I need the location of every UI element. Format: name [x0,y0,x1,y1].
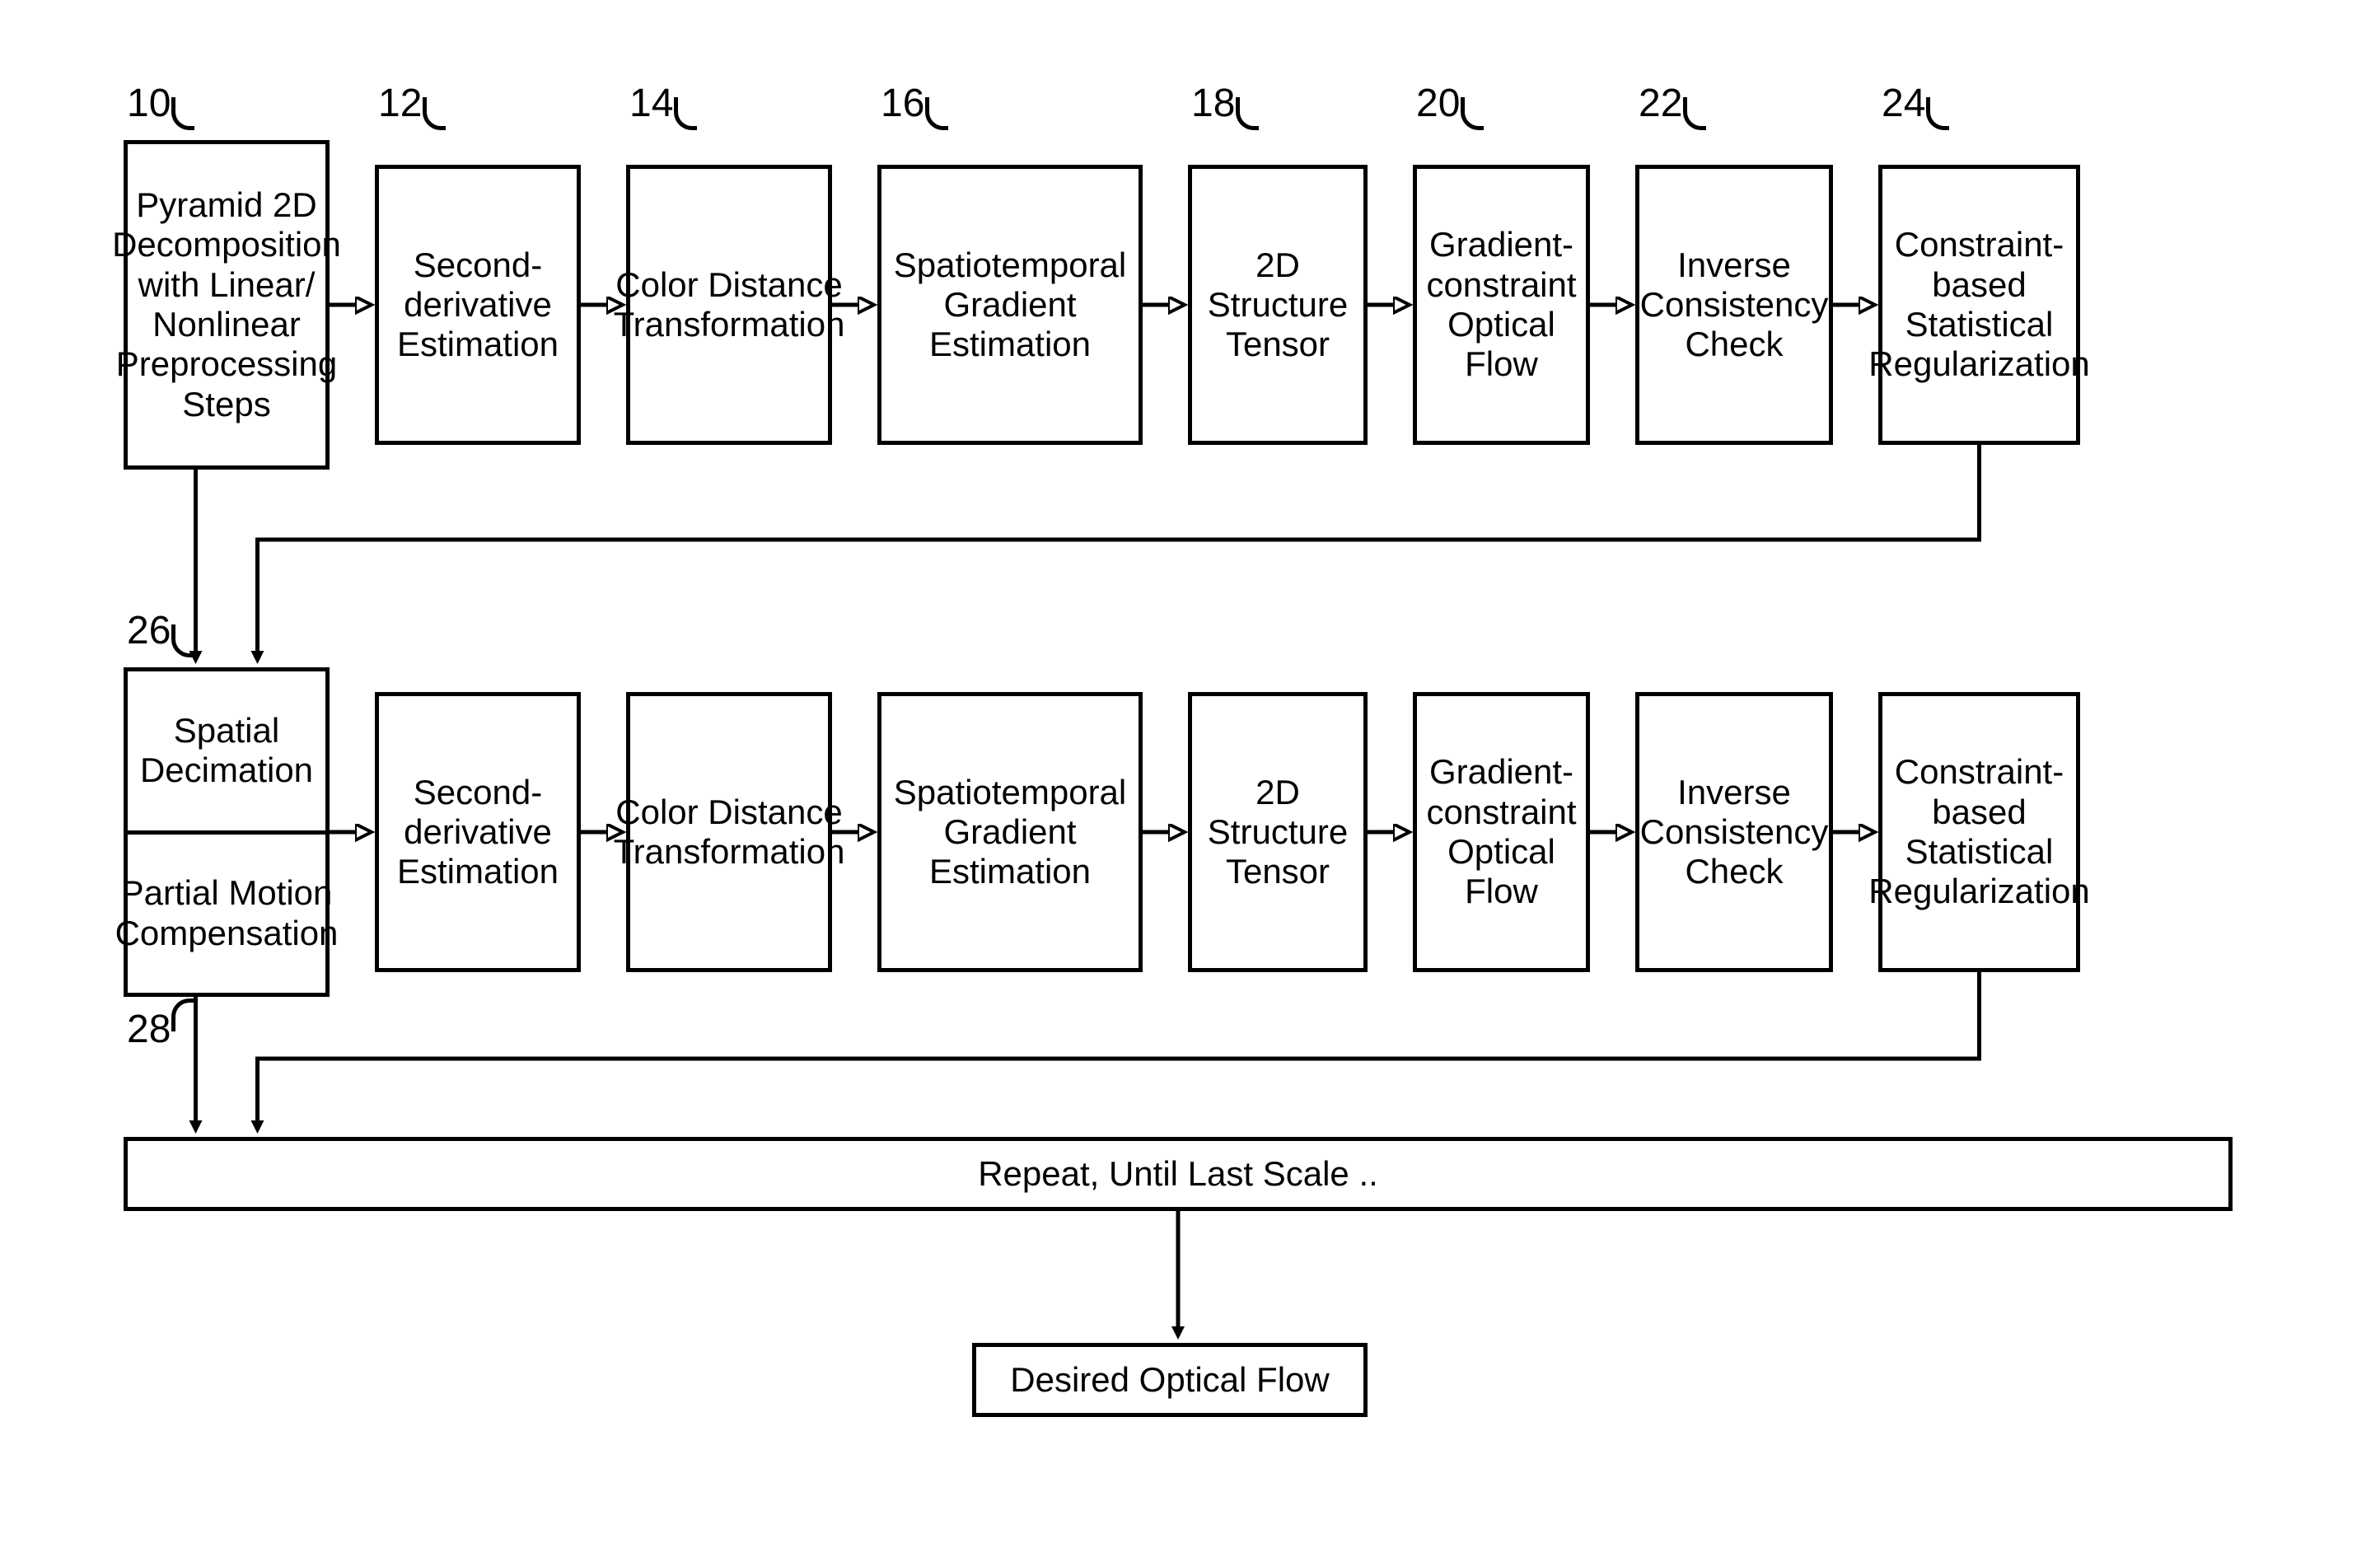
row1-node-5: Gradient-constraint Optical Flow [1413,165,1590,445]
row1-node-7-label: Constraint-based Statistical Regularizat… [1868,225,2089,384]
ref-tick [171,624,194,657]
row2-node-4-label: 2D Structure Tensor [1197,773,1358,892]
ref-label-26: 26 [127,608,171,653]
partial-motion-compensation-label: Partial Motion Compensation [128,835,325,994]
row2-node-4: 2D Structure Tensor [1188,692,1368,972]
ref-label-22: 22 [1639,81,1682,126]
split-node: Spatial DecimationPartial Motion Compens… [124,667,330,997]
row1-node-0: Pyramid 2D Decomposition with Linear/ No… [124,140,330,470]
ref-tick [674,97,697,130]
row1-node-1: Second-derivative Estimation [375,165,581,445]
ref-label-14: 14 [629,81,673,126]
ref-label-24: 24 [1882,81,1925,126]
row1-node-7: Constraint-based Statistical Regularizat… [1878,165,2080,445]
row2-node-6: Inverse Consistency Check [1635,692,1833,972]
row2-node-5: Gradient-constraint Optical Flow [1413,692,1590,972]
ref-label-10: 10 [127,81,171,126]
row2-node-1-label: Second-derivative Estimation [384,773,572,892]
ref-tick [1461,97,1484,130]
row1-node-4-label: 2D Structure Tensor [1197,246,1358,365]
row1-node-3-label: Spatiotemporal Gradient Estimation [886,246,1134,365]
row2-node-3: Spatiotemporal Gradient Estimation [877,692,1143,972]
row1-node-2: Color Distance Transformation [626,165,832,445]
repeat-box: Repeat, Until Last Scale .. [124,1137,2233,1211]
row1-node-0-label: Pyramid 2D Decomposition with Linear/ No… [112,185,341,424]
row1-node-5-label: Gradient-constraint Optical Flow [1422,225,1581,384]
row2-node-7-label: Constraint-based Statistical Regularizat… [1868,752,2089,911]
flowchart-canvas: Pyramid 2D Decomposition with Linear/ No… [0,0,2380,1562]
ref-tick [423,97,446,130]
ref-label-12: 12 [378,81,422,126]
row1-node-6: Inverse Consistency Check [1635,165,1833,445]
output-box: Desired Optical Flow [972,1343,1368,1417]
row1-node-3: Spatiotemporal Gradient Estimation [877,165,1143,445]
row2-node-7: Constraint-based Statistical Regularizat… [1878,692,2080,972]
row2-node-1: Second-derivative Estimation [375,692,581,972]
ref-tick [1683,97,1706,130]
row2-node-5-label: Gradient-constraint Optical Flow [1422,752,1581,911]
row2-node-2-label: Color Distance Transformation [614,793,845,872]
ref-label-20: 20 [1416,81,1460,126]
ref-label-16: 16 [881,81,924,126]
row1-node-4: 2D Structure Tensor [1188,165,1368,445]
row1-node-1-label: Second-derivative Estimation [384,246,572,365]
ref-tick [171,97,194,130]
row2-node-6-label: Inverse Consistency Check [1640,773,1829,892]
row1-node-2-label: Color Distance Transformation [614,265,845,345]
ref-tick [1926,97,1949,130]
row2-node-3-label: Spatiotemporal Gradient Estimation [886,773,1134,892]
output-box-label: Desired Optical Flow [1010,1360,1329,1400]
repeat-box-label: Repeat, Until Last Scale .. [978,1154,1378,1194]
ref-tick [925,97,948,130]
ref-label-18: 18 [1191,81,1235,126]
row1-node-6-label: Inverse Consistency Check [1640,246,1829,365]
spatial-decimation-label: Spatial Decimation [128,671,325,835]
ref-tick [1236,97,1259,130]
ref-label-28: 28 [127,1007,171,1052]
ref-tick [171,998,194,1031]
row2-node-2: Color Distance Transformation [626,692,832,972]
